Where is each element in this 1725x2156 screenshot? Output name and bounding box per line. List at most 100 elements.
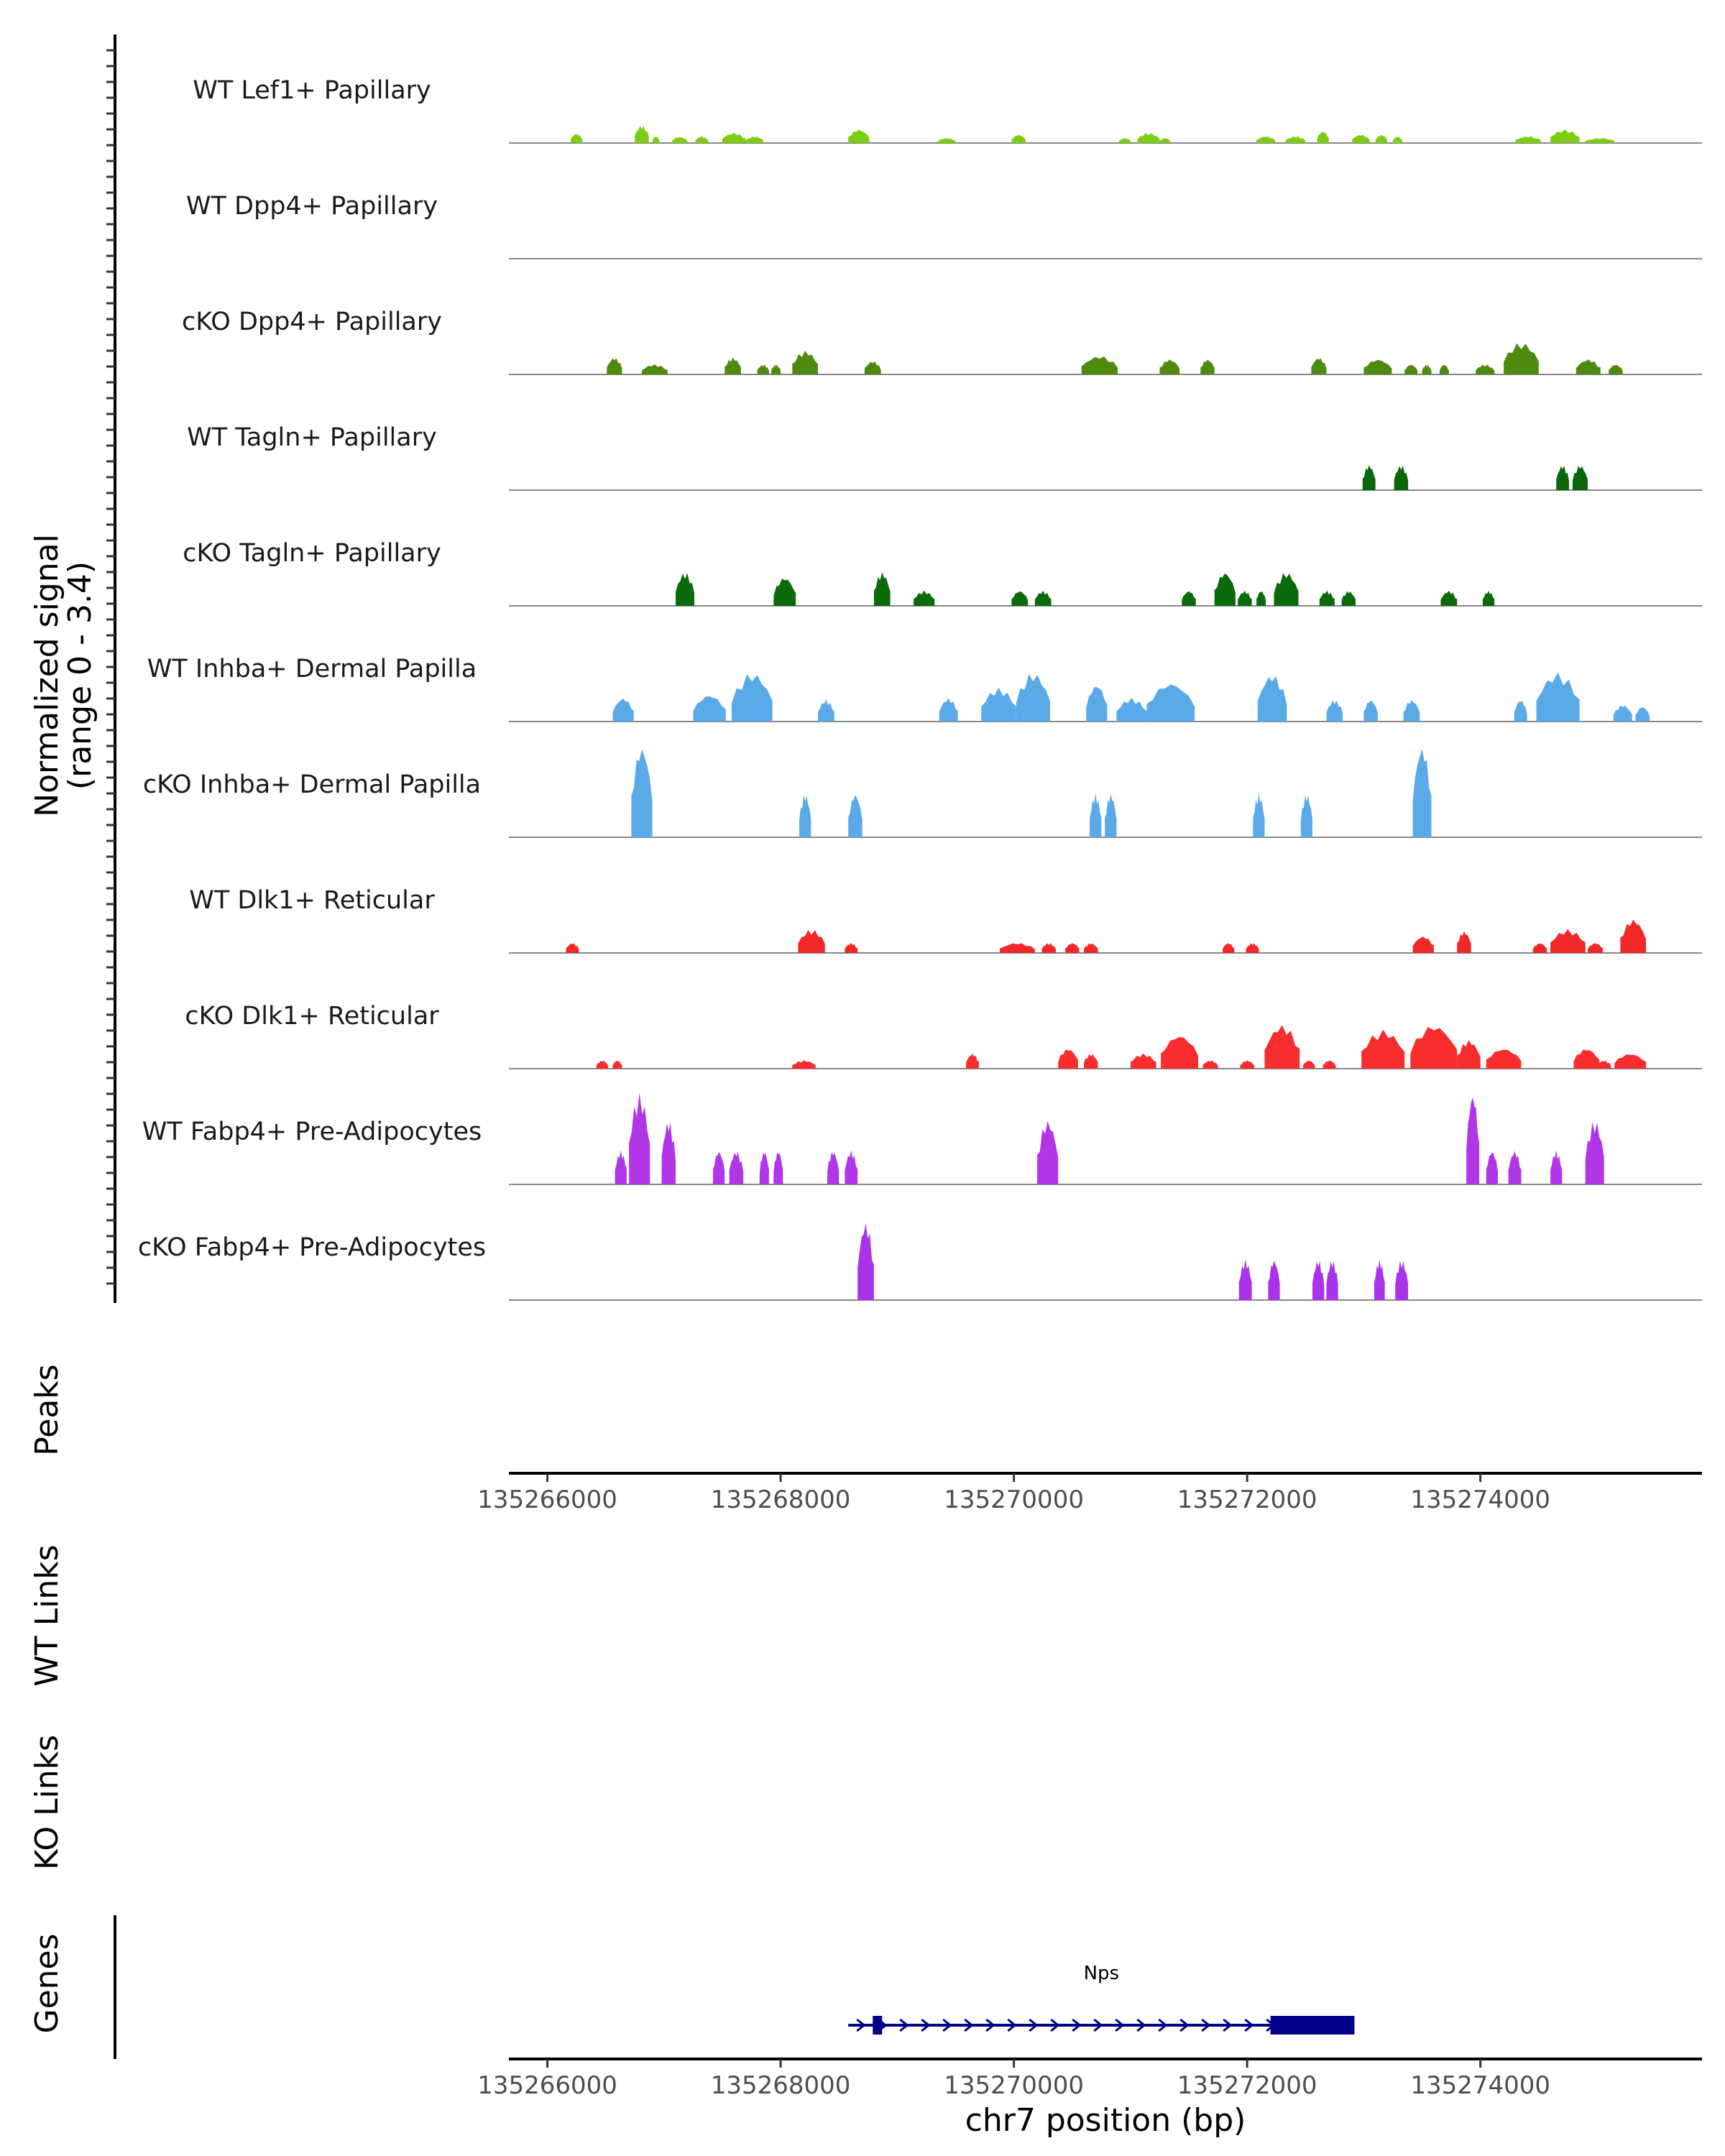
coverage-peak [1238,1259,1252,1300]
coverage-peak [873,572,891,606]
coverage-peak [1439,364,1449,374]
coverage-peak [1326,1261,1338,1300]
y-axis-title: Normalized signal [29,534,65,817]
ko-links-panel-title: KO Links [29,1735,65,1870]
coverage-peak [1536,672,1580,722]
coverage-peak [672,137,688,143]
coverage-peak [1466,1097,1480,1184]
x-tick-label: 135268000 [711,1485,851,1514]
track: WT Inhba+ Dermal Papilla [147,655,1702,722]
coverage-peak [1202,1060,1218,1069]
x-tick-label: 135268000 [711,2071,851,2100]
track-label: WT Fabp4+ Pre-Adipocytes [142,1118,482,1146]
coverage-peak [1572,466,1588,490]
coverage-peak [771,364,781,374]
coverage-peak [1240,1060,1254,1069]
strand-arrow [899,2018,909,2032]
coverage-peak [1256,137,1276,143]
coverage-peak [693,696,726,722]
coverage-peak [731,674,773,722]
y-axis-subtitle: (range 0 - 3.4) [62,561,98,790]
coverage-peak [1041,943,1057,953]
coverage-peak [1412,748,1432,837]
x-tick-label: 135272000 [1177,1485,1317,1514]
track: WT Dpp4+ Papillary [186,192,1702,259]
coverage-peak [1118,138,1131,143]
strand-arrow [1179,2018,1190,2032]
coverage-peak [1058,1049,1078,1069]
coverage-peak [1410,1026,1458,1069]
genes-panel-title: Genes [29,1933,65,2033]
strand-arrow [1072,2018,1082,2032]
gene-exon [873,2016,883,2035]
coverage-peak [1508,1151,1522,1184]
coverage-peak [1440,591,1458,606]
x-tick-label: 135266000 [477,1485,617,1514]
coverage-peak [1083,943,1098,953]
coverage-peak [729,1151,744,1184]
coverage-peak [848,795,862,837]
gene-exon [1270,2016,1355,2035]
coverage-peak [1317,132,1329,143]
coverage-peak [1285,136,1306,143]
coverage-peak [1585,138,1615,143]
strand-arrow [1201,2018,1211,2032]
coverage-peak [1504,343,1539,374]
coverage-peak [1363,700,1378,722]
coverage-peak [1412,936,1434,953]
coverage-peak [1341,591,1356,606]
coverage-peak [1482,590,1495,606]
coverage-peak [1361,1029,1405,1069]
coverage-peak [1395,1261,1409,1300]
coverage-peak [1375,134,1387,143]
track: cKO Dlk1+ Reticular [185,1002,1702,1069]
coverage-peak [1090,793,1102,837]
coverage-peak [652,137,660,143]
coverage-peak [798,930,825,953]
coverage-peak [615,1150,627,1184]
coverage-peak [1374,1259,1385,1300]
coverage-peak [1550,929,1586,953]
coverage-peak [792,351,819,374]
coverage-peak [1116,697,1147,722]
coverage-peak [1550,1150,1563,1184]
coverage-peak [1514,701,1527,722]
coverage-peak [1585,1122,1604,1184]
coverage-peak [695,136,709,143]
track-label: cKO Fabp4+ Pre-Adipocytes [138,1233,486,1262]
track-label: cKO Inhba+ Dermal Papilla [143,770,481,799]
coverage-peak [981,687,1016,722]
coverage-peak [1620,919,1647,953]
coverage-peak [1319,590,1335,606]
coverage-peak [759,1152,769,1184]
coverage-peak [939,698,958,722]
track-label: WT Inhba+ Dermal Papilla [147,655,477,683]
coverage-peak [1130,1053,1156,1069]
x-tick-label: 135270000 [944,2071,1084,2100]
track: WT Dlk1+ Reticular [189,886,1702,954]
coverage-peak [1392,137,1402,143]
track: WT Tagln+ Papillary [187,423,1702,491]
coverage-peak [773,579,796,606]
strand-arrow [964,2018,974,2032]
coverage-peak [864,361,881,374]
coverage-peak [1200,359,1215,374]
coverage-peak [1000,943,1035,953]
coverage-peak [1037,1120,1059,1184]
coverage-peak [1486,1049,1522,1069]
coverage-peak [1182,591,1196,606]
coverage-peak [1613,705,1632,722]
coverage-peak [1159,138,1171,143]
coverage-peak [1550,129,1580,143]
coverage-peak [1011,591,1029,606]
coverage-peak [612,1060,622,1069]
coverage-peak [1457,931,1471,953]
coverage-peak [1034,590,1052,606]
x-tick-label: 135274000 [1410,2071,1550,2100]
coverage-peak [1011,134,1026,143]
track: cKO Dpp4+ Papillary [182,308,1702,375]
strand-arrow [1007,2018,1017,2032]
coverage-peak [724,357,741,374]
coverage-peak [757,364,769,374]
track-label: cKO Dlk1+ Reticular [185,1002,439,1031]
